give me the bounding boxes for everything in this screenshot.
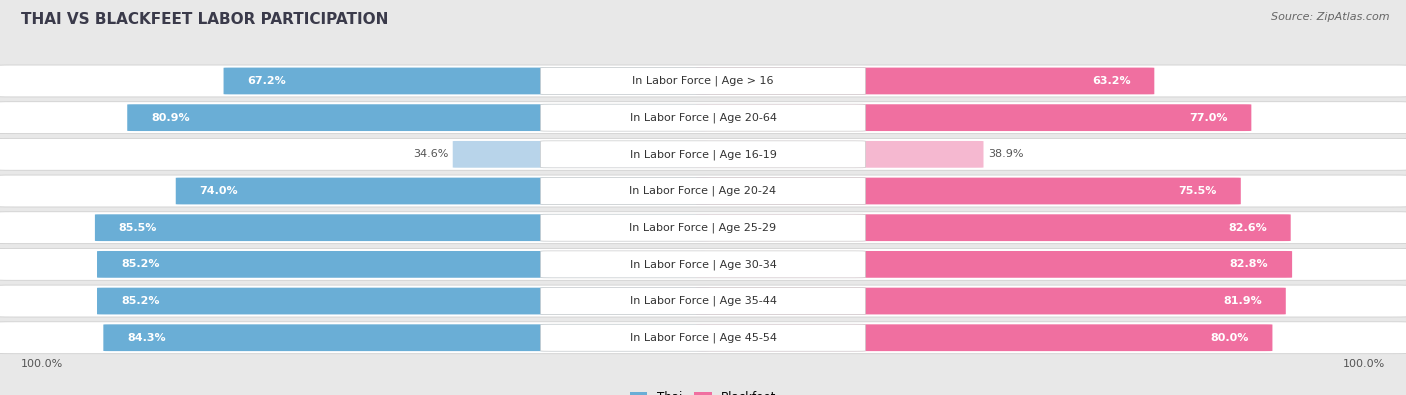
FancyBboxPatch shape (696, 68, 1154, 94)
FancyBboxPatch shape (104, 324, 710, 351)
Text: In Labor Force | Age 35-44: In Labor Force | Age 35-44 (630, 296, 776, 306)
FancyBboxPatch shape (0, 65, 1406, 97)
FancyBboxPatch shape (540, 104, 865, 131)
FancyBboxPatch shape (97, 251, 710, 278)
Legend: Thai, Blackfeet: Thai, Blackfeet (630, 391, 776, 395)
FancyBboxPatch shape (176, 178, 710, 204)
FancyBboxPatch shape (540, 251, 865, 278)
FancyBboxPatch shape (540, 324, 865, 351)
FancyBboxPatch shape (453, 141, 710, 168)
Text: 100.0%: 100.0% (21, 359, 63, 369)
FancyBboxPatch shape (696, 178, 1241, 204)
Text: 63.2%: 63.2% (1092, 76, 1130, 86)
Text: Source: ZipAtlas.com: Source: ZipAtlas.com (1271, 12, 1389, 22)
FancyBboxPatch shape (96, 214, 710, 241)
FancyBboxPatch shape (540, 177, 865, 205)
Text: 34.6%: 34.6% (413, 149, 449, 159)
FancyBboxPatch shape (0, 212, 1406, 244)
Text: 84.3%: 84.3% (128, 333, 166, 343)
FancyBboxPatch shape (127, 104, 710, 131)
FancyBboxPatch shape (0, 102, 1406, 134)
FancyBboxPatch shape (696, 251, 1292, 278)
FancyBboxPatch shape (0, 322, 1406, 354)
Text: In Labor Force | Age 25-29: In Labor Force | Age 25-29 (630, 222, 776, 233)
Text: 38.9%: 38.9% (987, 149, 1024, 159)
FancyBboxPatch shape (540, 141, 865, 168)
Text: 74.0%: 74.0% (200, 186, 238, 196)
FancyBboxPatch shape (0, 175, 1406, 207)
Text: 75.5%: 75.5% (1178, 186, 1216, 196)
FancyBboxPatch shape (696, 214, 1291, 241)
Text: 85.5%: 85.5% (118, 223, 157, 233)
Text: 100.0%: 100.0% (1343, 359, 1385, 369)
FancyBboxPatch shape (0, 248, 1406, 280)
FancyBboxPatch shape (540, 288, 865, 314)
FancyBboxPatch shape (0, 285, 1406, 317)
FancyBboxPatch shape (696, 288, 1286, 314)
Text: In Labor Force | Age 20-24: In Labor Force | Age 20-24 (630, 186, 776, 196)
FancyBboxPatch shape (540, 68, 865, 94)
Text: 85.2%: 85.2% (121, 260, 159, 269)
FancyBboxPatch shape (696, 324, 1272, 351)
Text: THAI VS BLACKFEET LABOR PARTICIPATION: THAI VS BLACKFEET LABOR PARTICIPATION (21, 12, 388, 27)
Text: In Labor Force | Age > 16: In Labor Force | Age > 16 (633, 76, 773, 86)
Text: 82.6%: 82.6% (1227, 223, 1267, 233)
Text: 67.2%: 67.2% (247, 76, 287, 86)
Text: In Labor Force | Age 45-54: In Labor Force | Age 45-54 (630, 333, 776, 343)
FancyBboxPatch shape (97, 288, 710, 314)
Text: 82.8%: 82.8% (1230, 260, 1268, 269)
FancyBboxPatch shape (224, 68, 710, 94)
Text: In Labor Force | Age 30-34: In Labor Force | Age 30-34 (630, 259, 776, 270)
FancyBboxPatch shape (540, 214, 865, 241)
FancyBboxPatch shape (696, 104, 1251, 131)
FancyBboxPatch shape (0, 138, 1406, 170)
Text: 81.9%: 81.9% (1223, 296, 1263, 306)
Text: In Labor Force | Age 16-19: In Labor Force | Age 16-19 (630, 149, 776, 160)
Text: In Labor Force | Age 20-64: In Labor Force | Age 20-64 (630, 113, 776, 123)
Text: 85.2%: 85.2% (121, 296, 159, 306)
FancyBboxPatch shape (696, 141, 984, 168)
Text: 77.0%: 77.0% (1189, 113, 1227, 123)
Text: 80.0%: 80.0% (1211, 333, 1249, 343)
Text: 80.9%: 80.9% (150, 113, 190, 123)
